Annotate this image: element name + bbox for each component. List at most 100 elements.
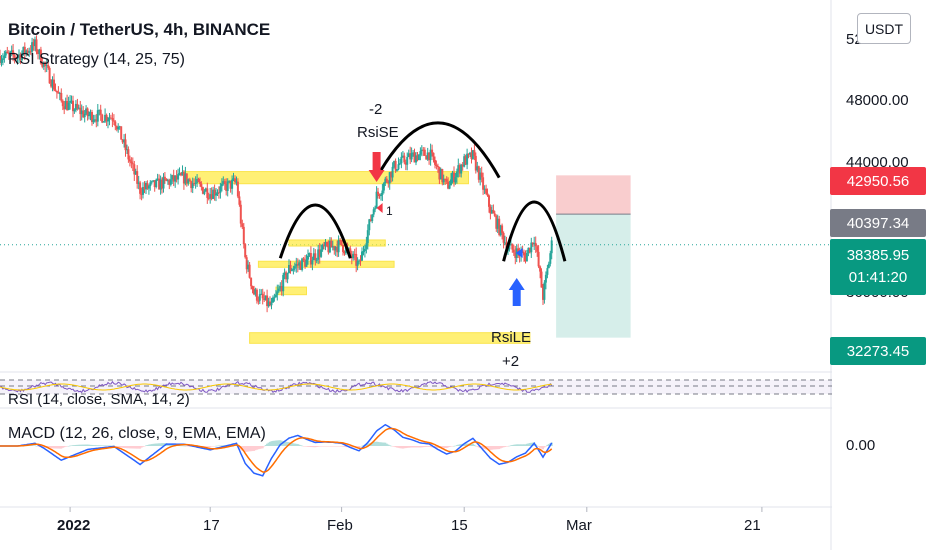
highlight-box	[249, 332, 531, 344]
candle-body	[163, 176, 166, 179]
macd-label[interactable]: MACD (12, 26, close, 9, EMA, EMA)	[8, 425, 266, 442]
macd-histogram-bar	[248, 446, 251, 452]
candle-body	[219, 186, 222, 193]
candle-body	[492, 209, 495, 214]
candle-body	[467, 153, 470, 155]
macd-histogram-bar	[254, 446, 257, 451]
candle-body	[420, 149, 423, 152]
candle-body	[403, 155, 406, 163]
candle-body	[107, 120, 109, 122]
pattern-arc	[502, 200, 567, 262]
candle-body	[266, 295, 269, 307]
macd-histogram-bar	[537, 446, 540, 447]
candle-body	[47, 65, 50, 68]
macd-histogram-bar	[499, 446, 502, 449]
macd-histogram-bar	[158, 443, 161, 446]
candle-body	[312, 253, 315, 261]
macd-histogram-bar	[466, 443, 469, 446]
currency-button[interactable]: USDT	[857, 13, 911, 44]
macd-histogram-bar	[366, 443, 369, 446]
macd-histogram-bar	[273, 440, 276, 446]
candle-body	[178, 173, 181, 175]
candle-body	[55, 90, 58, 93]
candle-body	[543, 282, 546, 300]
candle-body	[253, 289, 255, 295]
long-signal-label: RsiLE	[491, 329, 531, 346]
macd-histogram-bar	[339, 446, 342, 447]
candle-body	[533, 242, 536, 245]
candle-body	[217, 192, 220, 194]
candle-body	[239, 204, 242, 224]
candle-body	[51, 79, 54, 87]
candle-body	[415, 155, 417, 163]
macd-histogram-bar	[118, 446, 121, 448]
candle-body	[149, 182, 152, 187]
macd-histogram-bar	[391, 446, 394, 447]
macd-histogram-bar	[117, 446, 120, 447]
candle-body	[343, 251, 346, 254]
candle-body	[109, 117, 112, 119]
macd-histogram-bar	[274, 440, 277, 446]
macd-histogram-bar	[476, 446, 479, 447]
candle-body	[365, 243, 368, 249]
rsi-label[interactable]: RSI (14, close, SMA, 14, 2)	[8, 391, 190, 408]
candle-body	[470, 152, 473, 159]
macd-histogram-bar	[328, 446, 331, 447]
macd-histogram-bar	[220, 445, 223, 446]
macd-histogram-bar	[311, 446, 314, 448]
candle-body	[235, 181, 238, 183]
macd-histogram-bar	[429, 446, 432, 448]
macd-histogram-bar	[428, 446, 431, 447]
macd-histogram-bar	[215, 445, 217, 447]
macd-histogram-bar	[289, 442, 292, 446]
macd-histogram-bar	[546, 444, 549, 446]
macd-histogram-bar	[76, 444, 79, 446]
macd-histogram-bar	[216, 445, 219, 447]
macd-histogram-bar	[527, 443, 530, 446]
time-tick-15: 15	[451, 517, 468, 534]
candle-body	[229, 180, 232, 189]
candle-body	[85, 108, 88, 114]
candle-body	[290, 270, 293, 272]
macd-histogram-bar	[55, 446, 58, 449]
macd-histogram-bar	[264, 444, 267, 446]
candle-body	[32, 42, 35, 47]
candle-body	[225, 184, 228, 191]
macd-histogram-bar	[343, 446, 346, 447]
candle-body	[232, 178, 235, 180]
macd-histogram-bar	[543, 446, 546, 448]
macd-histogram-bar	[206, 446, 209, 447]
candle-body	[25, 50, 28, 54]
candle-body	[242, 226, 245, 245]
strategy-label[interactable]: RSI Strategy (14, 25, 75)	[8, 51, 185, 68]
candle-body	[197, 178, 200, 182]
candle-body	[347, 248, 350, 250]
candle-body	[35, 39, 38, 52]
macd-histogram-bar	[488, 446, 490, 450]
macd-histogram-bar	[508, 445, 511, 447]
macd-histogram-bar	[187, 446, 190, 447]
macd-histogram-bar	[50, 446, 53, 449]
macd-histogram-bar	[258, 446, 261, 449]
macd-histogram-bar	[298, 444, 301, 446]
candle-body	[398, 163, 401, 165]
candle-body	[54, 89, 57, 91]
macd-histogram-bar	[152, 443, 155, 446]
macd-histogram-bar	[139, 446, 142, 449]
candle-body	[409, 153, 412, 160]
macd-histogram-bar	[450, 446, 452, 447]
macd-histogram-bar	[95, 445, 98, 446]
macd-histogram-bar	[124, 446, 127, 449]
macd-histogram-bar	[504, 446, 506, 447]
macd-histogram-bar	[460, 443, 463, 446]
macd-histogram-bar	[473, 444, 476, 446]
macd-histogram-bar	[400, 446, 403, 449]
candle-body	[45, 65, 48, 67]
macd-histogram-bar	[292, 443, 295, 446]
macd-histogram-bar	[104, 445, 107, 446]
mini-qty-label: 1	[386, 204, 393, 218]
macd-histogram-bar	[210, 446, 213, 447]
candle-body	[295, 263, 298, 267]
candle-body	[490, 209, 493, 214]
